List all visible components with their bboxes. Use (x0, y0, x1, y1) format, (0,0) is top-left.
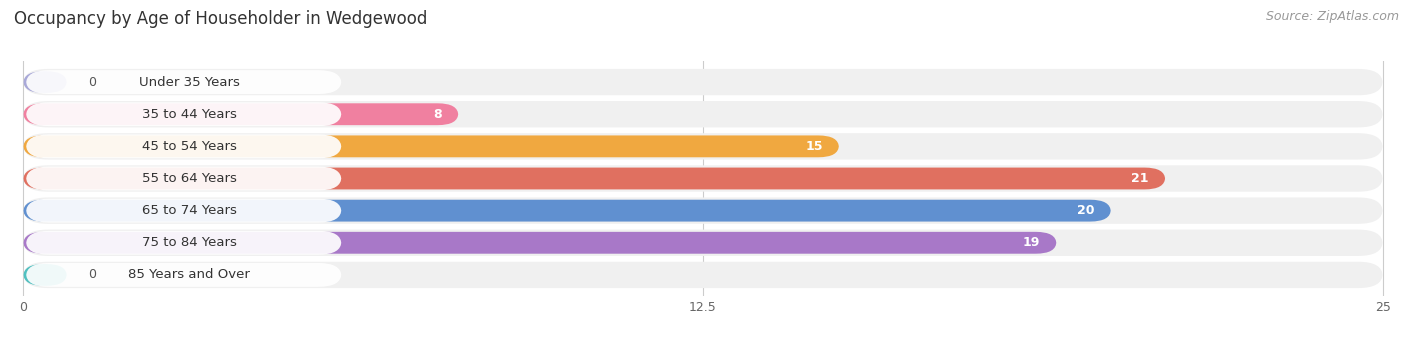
FancyBboxPatch shape (24, 165, 1382, 192)
FancyBboxPatch shape (24, 133, 1382, 159)
Text: 15: 15 (806, 140, 823, 153)
Text: 75 to 84 Years: 75 to 84 Years (142, 236, 236, 249)
FancyBboxPatch shape (27, 199, 342, 222)
FancyBboxPatch shape (27, 231, 342, 255)
FancyBboxPatch shape (24, 200, 1111, 222)
FancyBboxPatch shape (24, 198, 1382, 224)
FancyBboxPatch shape (24, 103, 458, 125)
Text: 35 to 44 Years: 35 to 44 Years (142, 108, 236, 121)
Text: Under 35 Years: Under 35 Years (139, 75, 239, 89)
FancyBboxPatch shape (24, 135, 839, 157)
FancyBboxPatch shape (24, 262, 1382, 288)
FancyBboxPatch shape (27, 263, 342, 287)
FancyBboxPatch shape (24, 69, 1382, 95)
Text: Occupancy by Age of Householder in Wedgewood: Occupancy by Age of Householder in Wedge… (14, 10, 427, 28)
FancyBboxPatch shape (27, 135, 342, 158)
FancyBboxPatch shape (24, 101, 1382, 128)
Text: 0: 0 (89, 75, 97, 89)
Text: 20: 20 (1077, 204, 1094, 217)
FancyBboxPatch shape (24, 71, 67, 93)
Text: 19: 19 (1022, 236, 1040, 249)
FancyBboxPatch shape (24, 168, 1166, 189)
Text: 45 to 54 Years: 45 to 54 Years (142, 140, 236, 153)
FancyBboxPatch shape (24, 232, 1056, 254)
Text: 85 Years and Over: 85 Years and Over (128, 268, 250, 282)
Text: 55 to 64 Years: 55 to 64 Years (142, 172, 236, 185)
FancyBboxPatch shape (27, 102, 342, 126)
Text: Source: ZipAtlas.com: Source: ZipAtlas.com (1265, 10, 1399, 23)
Text: 65 to 74 Years: 65 to 74 Years (142, 204, 236, 217)
Text: 8: 8 (433, 108, 441, 121)
Text: 21: 21 (1132, 172, 1149, 185)
Text: 0: 0 (89, 268, 97, 282)
FancyBboxPatch shape (24, 264, 67, 286)
FancyBboxPatch shape (27, 70, 342, 94)
FancyBboxPatch shape (27, 167, 342, 190)
FancyBboxPatch shape (24, 230, 1382, 256)
